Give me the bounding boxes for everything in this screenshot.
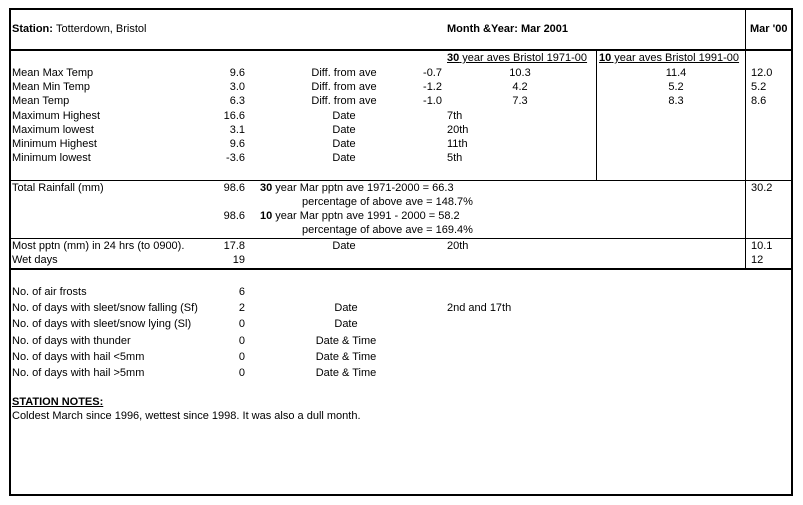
rain-thirty-pct: percentage of above ave = 148.7% bbox=[302, 196, 473, 208]
wet-days-prev: 12 bbox=[751, 254, 764, 266]
row-mid-label: Date bbox=[332, 138, 356, 150]
ave10-value: 11.4 bbox=[665, 67, 687, 79]
row-mid-label: Diff. from ave bbox=[311, 95, 377, 107]
row-mid-label: Date bbox=[332, 110, 356, 122]
month-year: Month &Year: Mar 2001 bbox=[447, 23, 569, 35]
prev-value: 5.2 bbox=[751, 81, 767, 93]
row-label: No. of days with sleet/snow lying (Sl) bbox=[12, 318, 192, 330]
rain-ten-year-ave: 10 year Mar pptn ave 1991 - 2000 = 58.2 bbox=[260, 210, 460, 222]
date-value: 7th bbox=[447, 110, 463, 122]
ten-year-column-rule bbox=[596, 50, 597, 180]
row-mid-label: Diff. from ave bbox=[311, 81, 377, 93]
rain-total-value-2: 98.6 bbox=[223, 210, 245, 222]
row-label: Mean Max Temp bbox=[12, 67, 94, 79]
row-value: 9.6 bbox=[229, 138, 245, 150]
row-label: Mean Temp bbox=[12, 95, 70, 107]
row-label: Maximum Highest bbox=[12, 110, 101, 122]
row-value: 0 bbox=[238, 351, 245, 363]
wet-days-label: Wet days bbox=[12, 254, 58, 266]
row-value: 0 bbox=[238, 367, 245, 379]
row-value: 3.1 bbox=[229, 124, 245, 136]
prev-value: 12.0 bbox=[751, 67, 773, 79]
diff-value: -1.2 bbox=[423, 81, 442, 93]
row-value: -3.6 bbox=[226, 152, 245, 164]
ave30-value: 4.2 bbox=[512, 81, 528, 93]
most-pptn-prev: 10.1 bbox=[751, 240, 773, 252]
thirty-year-ave-heading: 30 year aves Bristol 1971-00 bbox=[447, 52, 588, 64]
report-frame bbox=[9, 8, 793, 496]
days-divider bbox=[9, 268, 793, 270]
rain-thirty-year-ave: 30 year Mar pptn ave 1971-2000 = 66.3 bbox=[260, 182, 454, 194]
row-label: Mean Min Temp bbox=[12, 81, 91, 93]
rain-prev-value: 30.2 bbox=[751, 182, 773, 194]
rain-label: Total Rainfall (mm) bbox=[12, 182, 104, 194]
row-mid-label: Date & Time bbox=[315, 335, 377, 347]
row-label: Maximum lowest bbox=[12, 124, 94, 136]
prev-value: 8.6 bbox=[751, 95, 767, 107]
date-value: 11th bbox=[447, 138, 468, 150]
row-value: 6.3 bbox=[229, 95, 245, 107]
ave10-value: 5.2 bbox=[668, 81, 684, 93]
row-value: 0 bbox=[238, 318, 245, 330]
row-value: 9.6 bbox=[229, 67, 245, 79]
rain-divider bbox=[9, 238, 793, 239]
station-label: Station: bbox=[12, 23, 53, 35]
row-value: 2 bbox=[238, 302, 245, 314]
row-label: Minimum lowest bbox=[12, 152, 91, 164]
most-pptn-date-label: Date bbox=[332, 240, 356, 252]
row-value: 6 bbox=[238, 286, 245, 298]
row-mid-label: Date & Time bbox=[315, 351, 377, 363]
temps-divider bbox=[9, 180, 793, 181]
station-notes-text: Coldest March since 1996, wettest since … bbox=[12, 410, 361, 422]
row-value: 0 bbox=[238, 335, 245, 347]
row-mid-label: Date bbox=[332, 152, 356, 164]
date-value: 2nd and 17th bbox=[447, 302, 512, 314]
row-label: No. of days with hail >5mm bbox=[12, 367, 145, 379]
prev-year-heading: Mar '00 bbox=[750, 23, 788, 35]
wet-days-value: 19 bbox=[232, 254, 245, 266]
row-mid-label: Date bbox=[334, 302, 358, 314]
ten-year-ave-heading: 10 year aves Bristol 1991-00 bbox=[599, 52, 740, 64]
station-notes-title: STATION NOTES: bbox=[12, 396, 104, 408]
row-value: 16.6 bbox=[223, 110, 245, 122]
row-label: No. of days with sleet/snow falling (Sf) bbox=[12, 302, 198, 314]
most-pptn-date: 20th bbox=[447, 240, 469, 252]
date-value: 5th bbox=[447, 152, 463, 164]
row-label: Minimum Highest bbox=[12, 138, 97, 150]
row-mid-label: Date bbox=[332, 124, 356, 136]
row-value: 3.0 bbox=[229, 81, 245, 93]
diff-value: -1.0 bbox=[423, 95, 442, 107]
row-label: No. of days with thunder bbox=[12, 335, 131, 347]
ave30-value: 7.3 bbox=[512, 95, 528, 107]
date-value: 20th bbox=[447, 124, 469, 136]
diff-value: -0.7 bbox=[423, 67, 442, 79]
ave10-value: 8.3 bbox=[668, 95, 684, 107]
row-label: No. of air frosts bbox=[12, 286, 87, 298]
row-mid-label: Date & Time bbox=[315, 367, 377, 379]
most-pptn-label: Most pptn (mm) in 24 hrs (to 0900). bbox=[12, 240, 185, 252]
ave30-value: 10.3 bbox=[509, 67, 531, 79]
prev-year-column-rule bbox=[745, 9, 746, 268]
header-divider bbox=[9, 49, 793, 51]
most-pptn-value: 17.8 bbox=[223, 240, 245, 252]
rain-total-value: 98.6 bbox=[223, 182, 245, 194]
rain-ten-pct: percentage of above ave = 169.4% bbox=[302, 224, 473, 236]
row-mid-label: Date bbox=[334, 318, 358, 330]
station-name: Totterdown, Bristol bbox=[56, 23, 147, 35]
row-label: No. of days with hail <5mm bbox=[12, 351, 145, 363]
row-mid-label: Diff. from ave bbox=[311, 67, 377, 79]
